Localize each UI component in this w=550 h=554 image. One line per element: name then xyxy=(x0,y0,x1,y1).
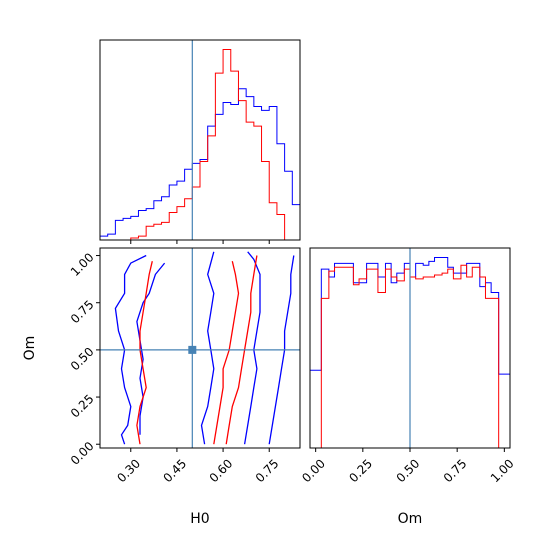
contour-H0-Om-ylabel: Om xyxy=(22,336,38,361)
contour-line-7 xyxy=(213,261,240,445)
contour-H0-Om-ytick-label-1: 0.25 xyxy=(68,392,97,421)
hist-H0-panel xyxy=(99,40,301,244)
contour-H0-Om-xtick-label-0: 0.30 xyxy=(114,456,143,485)
contour-H0-Om-frame xyxy=(99,247,301,449)
hist-Om-xlabel: Om xyxy=(398,511,423,527)
contour-truth-marker xyxy=(188,345,197,354)
contour-H0-Om-ytick-label-0: 0.00 xyxy=(68,439,97,468)
contour-H0-Om-ytick-label-4: 1.00 xyxy=(68,250,97,279)
contour-line-1 xyxy=(136,262,166,435)
hist-Om-xtick-label-2: 0.50 xyxy=(394,456,423,485)
contour-H0-Om-ytick-label-3: 0.75 xyxy=(68,297,97,326)
contour-line-3 xyxy=(243,251,261,445)
contour-H0-Om-xlabel: H0 xyxy=(190,511,209,527)
hist-Om-xtick-label-0: 0.00 xyxy=(299,456,328,485)
hist-Om-xtick-label-4: 1.00 xyxy=(488,456,517,485)
hist-H0-frame xyxy=(99,39,301,241)
contour-H0-Om-panel xyxy=(100,248,300,448)
contour-line-2 xyxy=(200,251,215,445)
contour-H0-Om-xtick-label-2: 0.60 xyxy=(207,456,236,485)
contour-line-5 xyxy=(136,261,153,445)
hist-Om-xtick-label-1: 0.25 xyxy=(346,456,375,485)
contour-H0-Om-xtick-label-3: 0.75 xyxy=(253,456,282,485)
contour-H0-Om-xtick-label-1: 0.45 xyxy=(160,456,189,485)
hist-Om-panel xyxy=(309,248,511,449)
hist-Om-xtick-label-3: 0.75 xyxy=(441,456,470,485)
hist-H0-series-red xyxy=(100,49,300,241)
contour-H0-Om-ytick-label-2: 0.50 xyxy=(68,345,97,374)
